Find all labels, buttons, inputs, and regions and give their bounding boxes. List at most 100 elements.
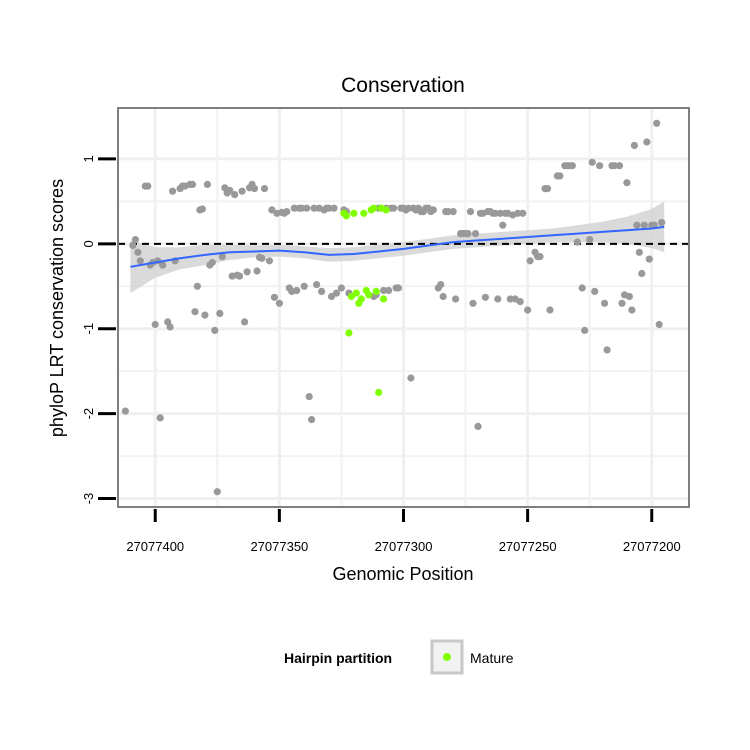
hairpin-point	[407, 374, 415, 382]
mature-point	[382, 206, 390, 214]
hairpin-point	[303, 204, 311, 212]
y-axis: 1 0 -1 -2 -3	[81, 155, 116, 504]
mature-point	[360, 209, 368, 217]
hairpin-point	[121, 407, 129, 415]
hairpin-point	[633, 221, 641, 229]
mature-point	[345, 329, 353, 337]
hairpin-point	[203, 180, 211, 188]
hairpin-point	[618, 299, 626, 307]
y-tick-label: 1	[81, 155, 96, 162]
hairpin-point	[494, 295, 502, 303]
confidence-band-area	[130, 201, 665, 294]
hairpin-point	[603, 346, 611, 354]
x-axis: 27077400 27077350 27077300 27077250 27077200	[126, 509, 681, 554]
legend: Hairpin partition Mature	[284, 639, 514, 675]
hairpin-point	[519, 209, 527, 217]
hairpin-point	[129, 241, 137, 250]
x-axis-title: Genomic Position	[332, 564, 473, 584]
hairpin-point	[496, 209, 504, 217]
hairpin-point	[134, 248, 142, 256]
hairpin-point	[429, 206, 437, 214]
hairpin-point	[238, 187, 246, 195]
hairpin-point	[216, 309, 224, 317]
hairpin-point	[635, 248, 643, 256]
legend-label-mature: Mature	[470, 650, 514, 666]
x-tick-label: 27077400	[126, 539, 184, 554]
hairpin-point	[439, 292, 447, 301]
hairpin-point	[265, 257, 273, 265]
hairpin-point	[193, 282, 201, 290]
hairpin-point	[313, 281, 321, 289]
hairpin-point	[653, 119, 661, 127]
hairpin-point	[556, 172, 564, 180]
hairpin-point	[596, 162, 604, 170]
hairpin-point	[159, 261, 167, 269]
hairpin-point	[568, 162, 576, 170]
mature-point	[370, 204, 378, 212]
hairpin-point	[640, 221, 648, 229]
hairpin-point	[310, 204, 318, 212]
hairpin-point	[250, 185, 259, 193]
mature-point	[350, 209, 358, 217]
hairpin-point	[546, 306, 554, 314]
hairpin-point	[201, 311, 209, 319]
data-points	[121, 119, 666, 496]
hairpin-point	[243, 268, 251, 276]
x-tick-label: 27077350	[250, 539, 308, 554]
hairpin-point	[394, 284, 403, 292]
hairpin-point	[449, 208, 457, 216]
chart-title: Conservation	[341, 74, 465, 97]
x-tick-label: 27077300	[375, 539, 433, 554]
y-axis-title: phyloP LRT conservation scores	[47, 179, 67, 437]
hairpin-point	[144, 182, 152, 190]
hairpin-point	[543, 185, 552, 193]
hairpin-point	[318, 287, 326, 295]
hairpin-point	[628, 306, 636, 314]
hairpin-point	[581, 326, 589, 334]
hairpin-point	[623, 179, 631, 187]
hairpin-point	[298, 204, 306, 212]
hairpin-point	[610, 162, 619, 170]
hairpin-point	[638, 269, 646, 278]
hairpin-point	[578, 284, 586, 292]
hairpin-point	[615, 162, 624, 170]
hairpin-point	[655, 320, 663, 329]
hairpin-point	[283, 208, 291, 216]
hairpin-point	[156, 414, 164, 422]
hairpin-point	[390, 204, 398, 212]
mature-point	[372, 287, 380, 295]
hairpin-point	[330, 204, 338, 212]
hairpin-point	[601, 299, 609, 307]
hairpin-point	[208, 258, 216, 267]
hairpin-point	[658, 219, 666, 227]
hairpin-point	[131, 236, 139, 244]
hairpin-point	[300, 282, 308, 290]
hairpin-point	[191, 308, 199, 316]
hairpin-point	[630, 141, 639, 149]
hairpin-point	[136, 257, 144, 265]
hairpin-point	[258, 254, 266, 262]
hairpin-point	[213, 488, 221, 496]
hairpin-point	[198, 205, 206, 213]
hairpin-point	[260, 185, 269, 193]
hairpin-point	[474, 422, 482, 430]
y-tick-label: -3	[81, 493, 96, 505]
hairpin-point	[236, 272, 244, 280]
panel-border	[117, 107, 690, 508]
hairpin-point	[188, 180, 197, 188]
legend-key-mature-dot	[443, 653, 451, 661]
hairpin-point	[526, 257, 534, 265]
hairpin-point	[514, 209, 522, 217]
mature-point	[380, 295, 388, 303]
legend-title: Hairpin partition	[284, 650, 392, 666]
hairpin-point	[516, 298, 524, 306]
x-tick-label: 27077200	[623, 539, 681, 554]
panel-frame	[117, 107, 690, 508]
hairpin-point	[226, 186, 234, 194]
y-tick-label: 0	[81, 240, 96, 247]
hairpin-point	[151, 320, 159, 329]
mature-point	[365, 291, 373, 299]
hairpin-point	[591, 287, 599, 295]
smooth-line	[130, 225, 665, 268]
